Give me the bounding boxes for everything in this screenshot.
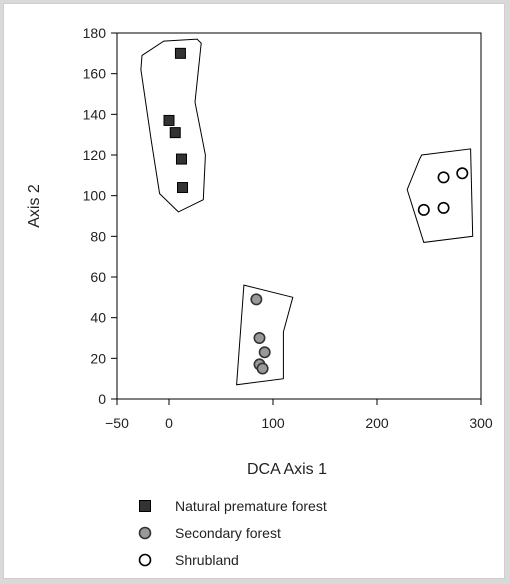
y-axis-title: Axis 2 [26, 184, 43, 228]
y-tick-label: 100 [83, 188, 107, 204]
data-point-series-3 [437, 201, 450, 214]
y-tick-label: 120 [83, 147, 107, 163]
y-tick-label: 40 [90, 310, 106, 326]
data-point-series-2 [256, 362, 269, 375]
data-point-series-1 [163, 114, 175, 126]
data-point-series-3 [456, 167, 469, 180]
data-point-series-2 [250, 293, 263, 306]
data-point-series-3 [437, 171, 450, 184]
y-tick-label: 60 [90, 269, 106, 285]
hull-2 [236, 284, 294, 386]
y-tick-label: 0 [98, 391, 106, 407]
x-tick-label: 100 [261, 415, 285, 431]
x-axis-title: DCA Axis 1 [247, 461, 327, 478]
hull-1 [140, 38, 206, 213]
data-point-series-2 [253, 331, 266, 344]
y-tick-label: 80 [90, 228, 106, 244]
data-point-series-1 [169, 127, 181, 139]
y-tick-label: 180 [83, 25, 107, 41]
data-point-series-2 [258, 346, 271, 359]
data-point-series-1 [175, 153, 187, 165]
legend-marker-1 [139, 500, 151, 512]
point-layer [163, 47, 469, 375]
legend-marker-3 [138, 553, 152, 567]
data-point-series-1 [177, 182, 189, 194]
x-tick-label: 0 [165, 415, 173, 431]
legend: Natural premature forest Secondary forest… [138, 498, 327, 568]
y-tick-label: 160 [83, 66, 107, 82]
legend-label-1: Natural premature forest [175, 498, 327, 514]
x-axis-ticks: −50 0 100 200 300 [105, 399, 493, 431]
hull-3 [406, 148, 474, 243]
data-point-series-1 [174, 47, 186, 59]
legend-marker-2 [138, 526, 152, 540]
y-tick-label: 140 [83, 106, 107, 122]
y-axis-ticks: 0 20 40 60 80 100 120 140 160 180 [83, 25, 117, 407]
x-tick-label: −50 [105, 415, 129, 431]
legend-label-3: Shrubland [175, 552, 239, 568]
data-point-series-3 [417, 203, 430, 216]
x-tick-label: 200 [365, 415, 389, 431]
plot-area-frame [116, 32, 482, 400]
y-tick-label: 20 [90, 350, 106, 366]
x-tick-label: 300 [469, 415, 493, 431]
hull-layer [140, 38, 474, 386]
scatter-chart: −50 0 100 200 300 0 20 40 60 80 100 120 140 160 180 D… [26, 25, 493, 568]
legend-label-2: Secondary forest [175, 525, 281, 541]
figure-frame: −50 0 100 200 300 0 20 40 60 80 100 120 140 160 180 D… [3, 3, 505, 579]
